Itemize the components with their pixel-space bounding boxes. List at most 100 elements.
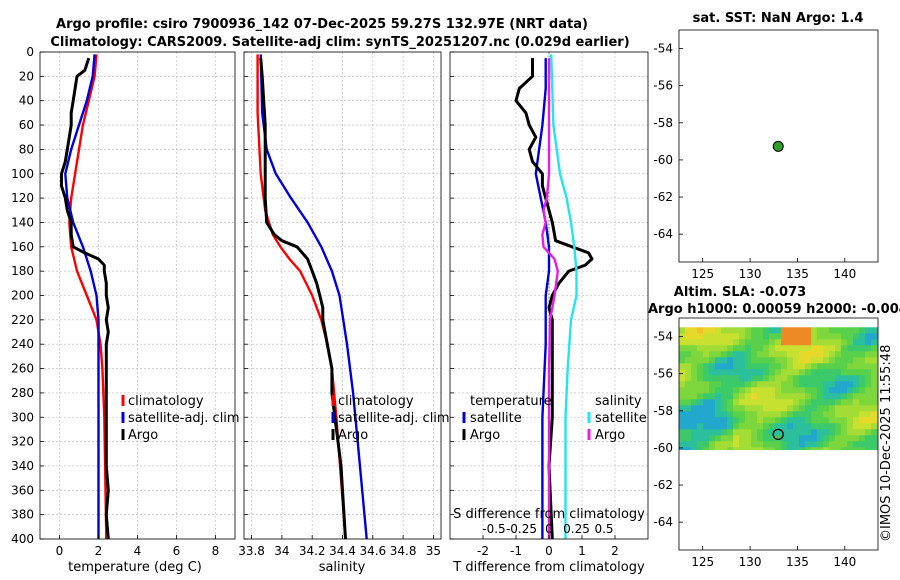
sla-cell bbox=[829, 411, 836, 418]
sla-cell bbox=[829, 333, 836, 340]
sla-cell bbox=[877, 375, 878, 382]
sla-cell bbox=[751, 393, 758, 400]
sla-cell bbox=[745, 387, 752, 394]
sla-cell bbox=[859, 369, 866, 376]
sla-cell bbox=[847, 441, 854, 448]
ytick-label: 320 bbox=[11, 435, 34, 449]
sla-cell bbox=[769, 435, 776, 442]
figure-title-line2: Climatology: CARS2009. Satellite-adj cli… bbox=[50, 35, 629, 50]
sla-cell bbox=[841, 393, 848, 400]
sla-cell bbox=[865, 345, 872, 352]
sla-cell bbox=[733, 405, 740, 412]
map-ytick-label: -62 bbox=[653, 190, 673, 204]
sla-cell bbox=[757, 429, 764, 436]
sla-cell bbox=[691, 387, 698, 394]
sla-cell bbox=[787, 369, 794, 376]
sla-cell bbox=[811, 327, 818, 334]
map-ytick-label: -54 bbox=[653, 42, 673, 56]
ytick-label: 0 bbox=[26, 45, 34, 59]
sla-cell bbox=[727, 405, 734, 412]
sla-cell bbox=[709, 339, 716, 346]
sla-cell bbox=[811, 381, 818, 388]
sla-cell bbox=[721, 399, 728, 406]
sla-cell bbox=[871, 399, 878, 406]
sla-cell bbox=[733, 345, 740, 352]
sla-cell bbox=[679, 417, 686, 424]
sla-cell bbox=[805, 429, 812, 436]
sla-cell bbox=[865, 327, 872, 334]
sla-cell bbox=[847, 381, 854, 388]
sla-cell bbox=[871, 351, 878, 358]
sla-cell bbox=[739, 435, 746, 442]
sla-cell bbox=[751, 363, 758, 370]
sla-cell bbox=[811, 429, 818, 436]
xtick-label: 34.2 bbox=[299, 544, 326, 558]
sla-cell bbox=[691, 393, 698, 400]
sla-cell bbox=[757, 375, 764, 382]
sla-cell bbox=[835, 441, 842, 448]
sla-cell bbox=[847, 429, 854, 436]
sla-cell bbox=[733, 339, 740, 346]
sla-cell bbox=[727, 345, 734, 352]
sla-cell bbox=[787, 441, 794, 448]
sla-cell bbox=[703, 333, 710, 340]
sla-cell bbox=[739, 393, 746, 400]
sst-map-title: sat. SST: NaN Argo: 1.4 bbox=[693, 11, 864, 26]
sla-cell bbox=[865, 381, 872, 388]
sla-cell bbox=[745, 447, 752, 450]
sla-cell bbox=[721, 441, 728, 448]
sla-cell bbox=[715, 369, 722, 376]
sla-cell bbox=[727, 411, 734, 418]
sla-cell bbox=[841, 429, 848, 436]
sla-cell bbox=[841, 387, 848, 394]
xtick-label: 2 bbox=[611, 544, 619, 558]
sla-cell bbox=[769, 423, 776, 430]
sla-cell bbox=[853, 375, 860, 382]
sla-float-marker bbox=[772, 428, 784, 441]
map-ytick-label: -58 bbox=[653, 116, 673, 130]
sla-cell bbox=[745, 363, 752, 370]
sla-cell bbox=[769, 345, 776, 352]
sla-cell bbox=[685, 327, 692, 334]
series-line-t-satellite bbox=[534, 58, 551, 539]
sla-cell bbox=[817, 387, 824, 394]
sla-cell bbox=[799, 405, 806, 412]
sla-cell bbox=[781, 339, 788, 346]
sla-cell bbox=[841, 423, 848, 430]
sla-cell bbox=[709, 441, 716, 448]
ytick-label: 20 bbox=[19, 69, 34, 83]
sla-cell bbox=[859, 435, 866, 442]
sla-cell bbox=[763, 345, 770, 352]
sla-cell bbox=[829, 447, 836, 450]
sla-cell bbox=[835, 429, 842, 436]
sla-cell bbox=[709, 429, 716, 436]
sla-cell bbox=[817, 357, 824, 364]
ytick-label: 280 bbox=[11, 386, 34, 400]
sla-cell bbox=[823, 387, 830, 394]
sla-cell bbox=[739, 363, 746, 370]
sla-cell bbox=[745, 351, 752, 358]
sla-cell bbox=[685, 363, 692, 370]
sla-cell bbox=[805, 447, 812, 450]
sla-cell bbox=[805, 381, 812, 388]
sla-cell bbox=[721, 351, 728, 358]
series-line-argo bbox=[60, 57, 110, 539]
sla-cell bbox=[679, 351, 686, 358]
sla-cell bbox=[829, 435, 836, 442]
sla-cell bbox=[811, 423, 818, 430]
sla-cell bbox=[853, 327, 860, 334]
sla-cell bbox=[865, 405, 872, 412]
sla-cell bbox=[703, 375, 710, 382]
sla-cell bbox=[763, 423, 770, 430]
sla-cell bbox=[853, 435, 860, 442]
sla-cell bbox=[847, 411, 854, 418]
sla-cell bbox=[799, 411, 806, 418]
sla-cell bbox=[847, 423, 854, 430]
sla-cell bbox=[697, 345, 704, 352]
map-xtick-label: 135 bbox=[786, 555, 809, 569]
sla-cell bbox=[697, 375, 704, 382]
sla-cell bbox=[679, 441, 686, 448]
sla-cell bbox=[691, 447, 698, 450]
sla-cell bbox=[745, 429, 752, 436]
map-ytick-label: -60 bbox=[653, 153, 673, 167]
